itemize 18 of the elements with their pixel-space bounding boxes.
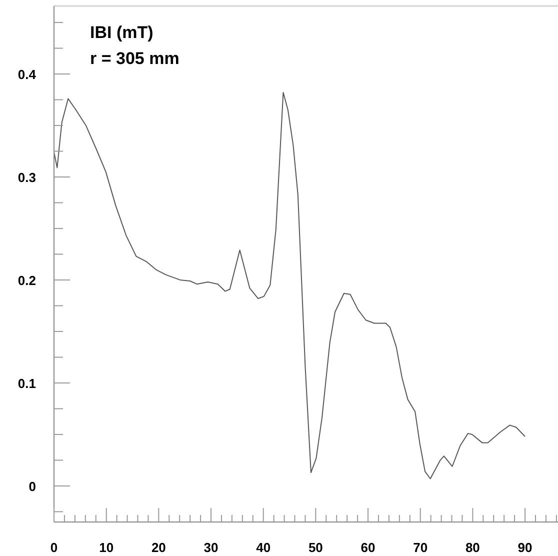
x-tick-label: 50 [308,540,323,555]
x-tick-label: 80 [465,540,480,555]
x-tick-label: 20 [151,540,166,555]
x-tick-label: 10 [99,540,114,555]
x-tick-label: 60 [360,540,376,555]
x-tick-label: 40 [256,540,271,555]
y-tick-label: 0.1 [18,376,36,391]
y-tick-label: 0.3 [18,170,36,185]
text: r = 305 mm [90,49,180,68]
x-tick-label: 70 [413,540,428,555]
y-tick-label: 0 [28,478,36,494]
y-tick-label: 0.4 [18,66,37,82]
x-tick-label: 0 [50,540,58,555]
y-tick-label: 0.2 [18,272,36,288]
text: IBI (mT) [90,23,154,42]
x-tick-label: 30 [204,540,218,555]
line-series [54,92,526,480]
x-tick-label: 90 [518,540,532,555]
